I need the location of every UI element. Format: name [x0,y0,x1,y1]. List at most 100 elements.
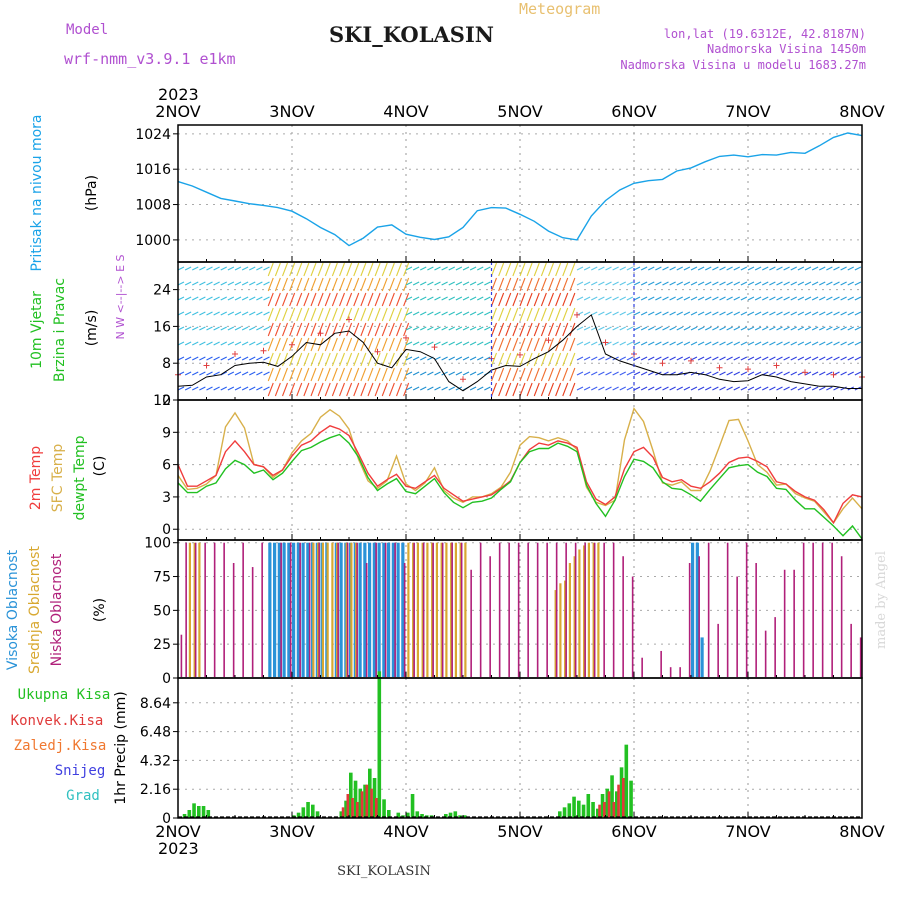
wind-barb [555,277,562,292]
wind-barb [420,311,427,316]
wind-barb [776,281,783,286]
wind-barb [346,322,353,337]
wind-barb [227,386,235,391]
wind-barb [395,307,403,322]
wind-barb [626,356,634,361]
wind-barb [241,326,249,331]
model-elevation-text: Nadmorska Visina u modelu 1683.27m [620,58,866,72]
wind-barb [697,356,705,361]
wind-barb [804,311,812,316]
wind-barb [840,341,847,346]
wind-barb [388,382,395,397]
wind-barb [274,322,281,337]
wind-barb [512,307,519,322]
total-precip-bar [624,744,629,818]
wind-barb [281,382,289,397]
wind-barb [690,281,698,286]
low-cloud-bar [736,576,738,677]
total-precip-bar [596,808,600,818]
elevation-text: Nadmorska Visina 1450m [707,42,866,56]
wind-barb [303,292,310,307]
wind-barb [598,311,605,316]
wind-barb [256,341,263,346]
wind-barb [840,266,847,271]
wind-barb [274,277,281,292]
wind-barb [790,341,797,346]
wind-barb [640,311,648,316]
wind-barb [526,382,533,397]
wind-barb [640,296,648,301]
wind-barb [854,281,862,286]
wind-barb [381,262,388,277]
wind-barb [519,337,526,352]
wind-barb [420,266,427,271]
wind-barb [605,371,612,376]
wind-barb [605,341,612,346]
wind-barb [490,382,498,397]
wind-barb [455,311,463,316]
wind-barb [331,292,338,307]
wind-barb [662,386,669,391]
wind-gust-marker [460,376,466,383]
wind-barb [847,296,854,301]
wind-barb [388,307,395,322]
total-precip-bar [182,814,187,818]
wind-barb [840,371,847,376]
wind-barb [526,322,533,337]
wind-barb [605,326,612,331]
wind-barb [662,266,669,271]
total-precip-bar [344,800,348,818]
wind-barb [220,326,227,331]
wind-barb [477,266,484,271]
wind-barb [854,326,862,331]
wind-gust-marker [289,341,295,348]
mid-cloud-bar [345,542,348,677]
wind-barb [346,367,353,382]
wind-barb [381,292,388,307]
wind-barb [338,352,346,367]
wind-barb [840,296,847,301]
mid-cloud-bar [412,542,415,677]
total-precip-bar [192,803,196,818]
wind-barb [747,281,755,286]
wind-barb [220,266,227,271]
wind-barb [367,307,374,322]
wind-barb [199,341,206,346]
wind-barb [420,326,427,331]
wind-barb [619,341,626,346]
wind-barb [719,341,726,346]
wind-barb [819,371,826,376]
wind-barb [381,352,388,367]
wind-barb [847,326,854,331]
wind-barb [263,281,270,286]
wind-barb [469,341,477,346]
wind-barb [640,266,648,271]
wind-barb [512,337,519,352]
wind-barb [676,281,683,286]
wind-barb [783,386,790,391]
mid-cloud-bar [431,542,434,677]
wind-barb [317,307,324,322]
wind-barb [448,281,455,286]
wind-barb [281,262,289,277]
wind-barb [427,311,434,316]
low-cloud-bar [489,556,491,677]
wind-barb [281,322,289,337]
conv-precip-bar [360,791,364,818]
wind-barb [683,311,691,316]
low-cloud-bar [460,542,463,677]
wind-barb [324,382,331,397]
wind-barb [498,262,505,277]
wind-barb [192,341,199,346]
wind-barb [854,266,862,271]
wind-barb [576,371,584,376]
wind-barb [797,296,805,301]
mid-cloud-bar [559,583,562,677]
low-cloud-bar [299,542,301,677]
wind-barb [296,382,303,397]
wind-barb [199,296,206,301]
wind-barb [640,356,648,361]
wind-barb [412,341,420,346]
wind-barb [833,356,840,361]
